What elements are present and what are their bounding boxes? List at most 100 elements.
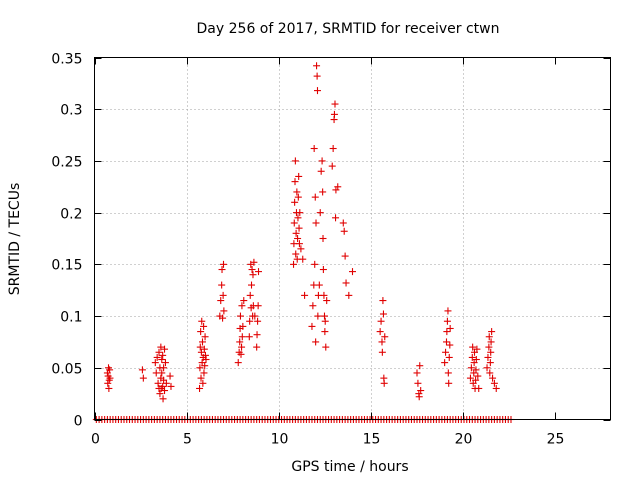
data-point [248, 266, 256, 274]
data-point [316, 209, 324, 217]
data-point [290, 219, 298, 227]
data-point [320, 312, 328, 320]
data-point [196, 384, 204, 392]
data-point [319, 235, 327, 242]
data-point [166, 372, 174, 380]
data-point [155, 348, 163, 356]
data-point [331, 100, 339, 108]
data-point [445, 353, 453, 361]
data-point [153, 353, 161, 361]
data-point [236, 338, 244, 346]
data-point [467, 364, 475, 372]
data-point [377, 317, 385, 325]
data-point [218, 266, 226, 274]
data-point [487, 338, 495, 346]
data-point [489, 374, 497, 382]
data-point [446, 324, 454, 332]
data-point [475, 384, 483, 392]
data-point [378, 338, 386, 346]
data-point [313, 87, 321, 95]
data-point [294, 214, 302, 222]
data-point [158, 369, 166, 377]
data-point [311, 260, 319, 268]
data-point [485, 333, 493, 341]
data-point [197, 374, 205, 382]
data-point [379, 297, 387, 305]
data-point [237, 350, 245, 358]
data-point [414, 379, 422, 387]
data-point [251, 312, 259, 320]
data-point [446, 341, 454, 349]
data-point [294, 193, 302, 201]
data-point [292, 229, 300, 237]
data-point [248, 281, 256, 289]
x-axis-label: GPS time / hours [291, 459, 408, 475]
data-point [320, 291, 328, 299]
data-point [315, 281, 323, 289]
data-point [299, 255, 307, 263]
data-point [219, 291, 227, 299]
data-point [378, 348, 386, 356]
data-point [484, 353, 492, 361]
data-point [158, 356, 166, 364]
data-point [254, 302, 262, 310]
data-point [442, 348, 450, 356]
data-point [196, 343, 204, 351]
axis-ticks [94, 57, 611, 421]
data-point [472, 376, 480, 384]
data-point [339, 219, 347, 227]
data-point [218, 281, 226, 289]
data-point [313, 62, 321, 70]
grid-lines [94, 57, 611, 420]
data-point [328, 162, 336, 170]
data-point [487, 348, 495, 356]
data-point [295, 172, 303, 180]
data-point [319, 188, 327, 196]
data-point [238, 302, 246, 310]
data-point [161, 345, 169, 353]
data-point [219, 314, 227, 322]
data-point [341, 252, 349, 260]
data-point [220, 260, 227, 268]
x-tick-label: 15 [363, 432, 381, 448]
data-point [413, 369, 421, 377]
data-point [318, 157, 326, 165]
y-tick-label: 0.25 [51, 155, 82, 171]
data-point [492, 384, 500, 392]
data-point [159, 395, 167, 403]
data-point [474, 372, 482, 380]
data-point [200, 369, 208, 377]
data-point [379, 310, 387, 318]
data-point [342, 279, 350, 287]
data-point [313, 72, 321, 80]
data-point [249, 271, 257, 279]
data-point [442, 338, 450, 346]
data-point [319, 266, 327, 274]
data-point [330, 110, 338, 118]
data-point [309, 302, 317, 310]
data-point [291, 178, 299, 186]
data-point [296, 209, 304, 217]
data-point [381, 333, 389, 341]
data-point [200, 345, 208, 353]
plot-frame [94, 57, 611, 420]
x-tick-label: 25 [547, 432, 565, 448]
data-point [473, 345, 481, 353]
data-point [255, 268, 263, 276]
y-tick-label: 0.1 [60, 310, 82, 326]
data-point [234, 359, 242, 367]
data-point [291, 157, 299, 165]
y-tick-label: 0.15 [51, 258, 82, 274]
x-tick-label: 5 [183, 432, 192, 448]
data-point [314, 312, 322, 320]
data-point [321, 317, 329, 325]
data-point [104, 379, 112, 387]
data-point [417, 387, 425, 395]
data-point [472, 366, 480, 374]
data-point [246, 317, 254, 325]
data-point [151, 359, 159, 367]
data-point [486, 369, 494, 377]
data-point [201, 333, 209, 341]
